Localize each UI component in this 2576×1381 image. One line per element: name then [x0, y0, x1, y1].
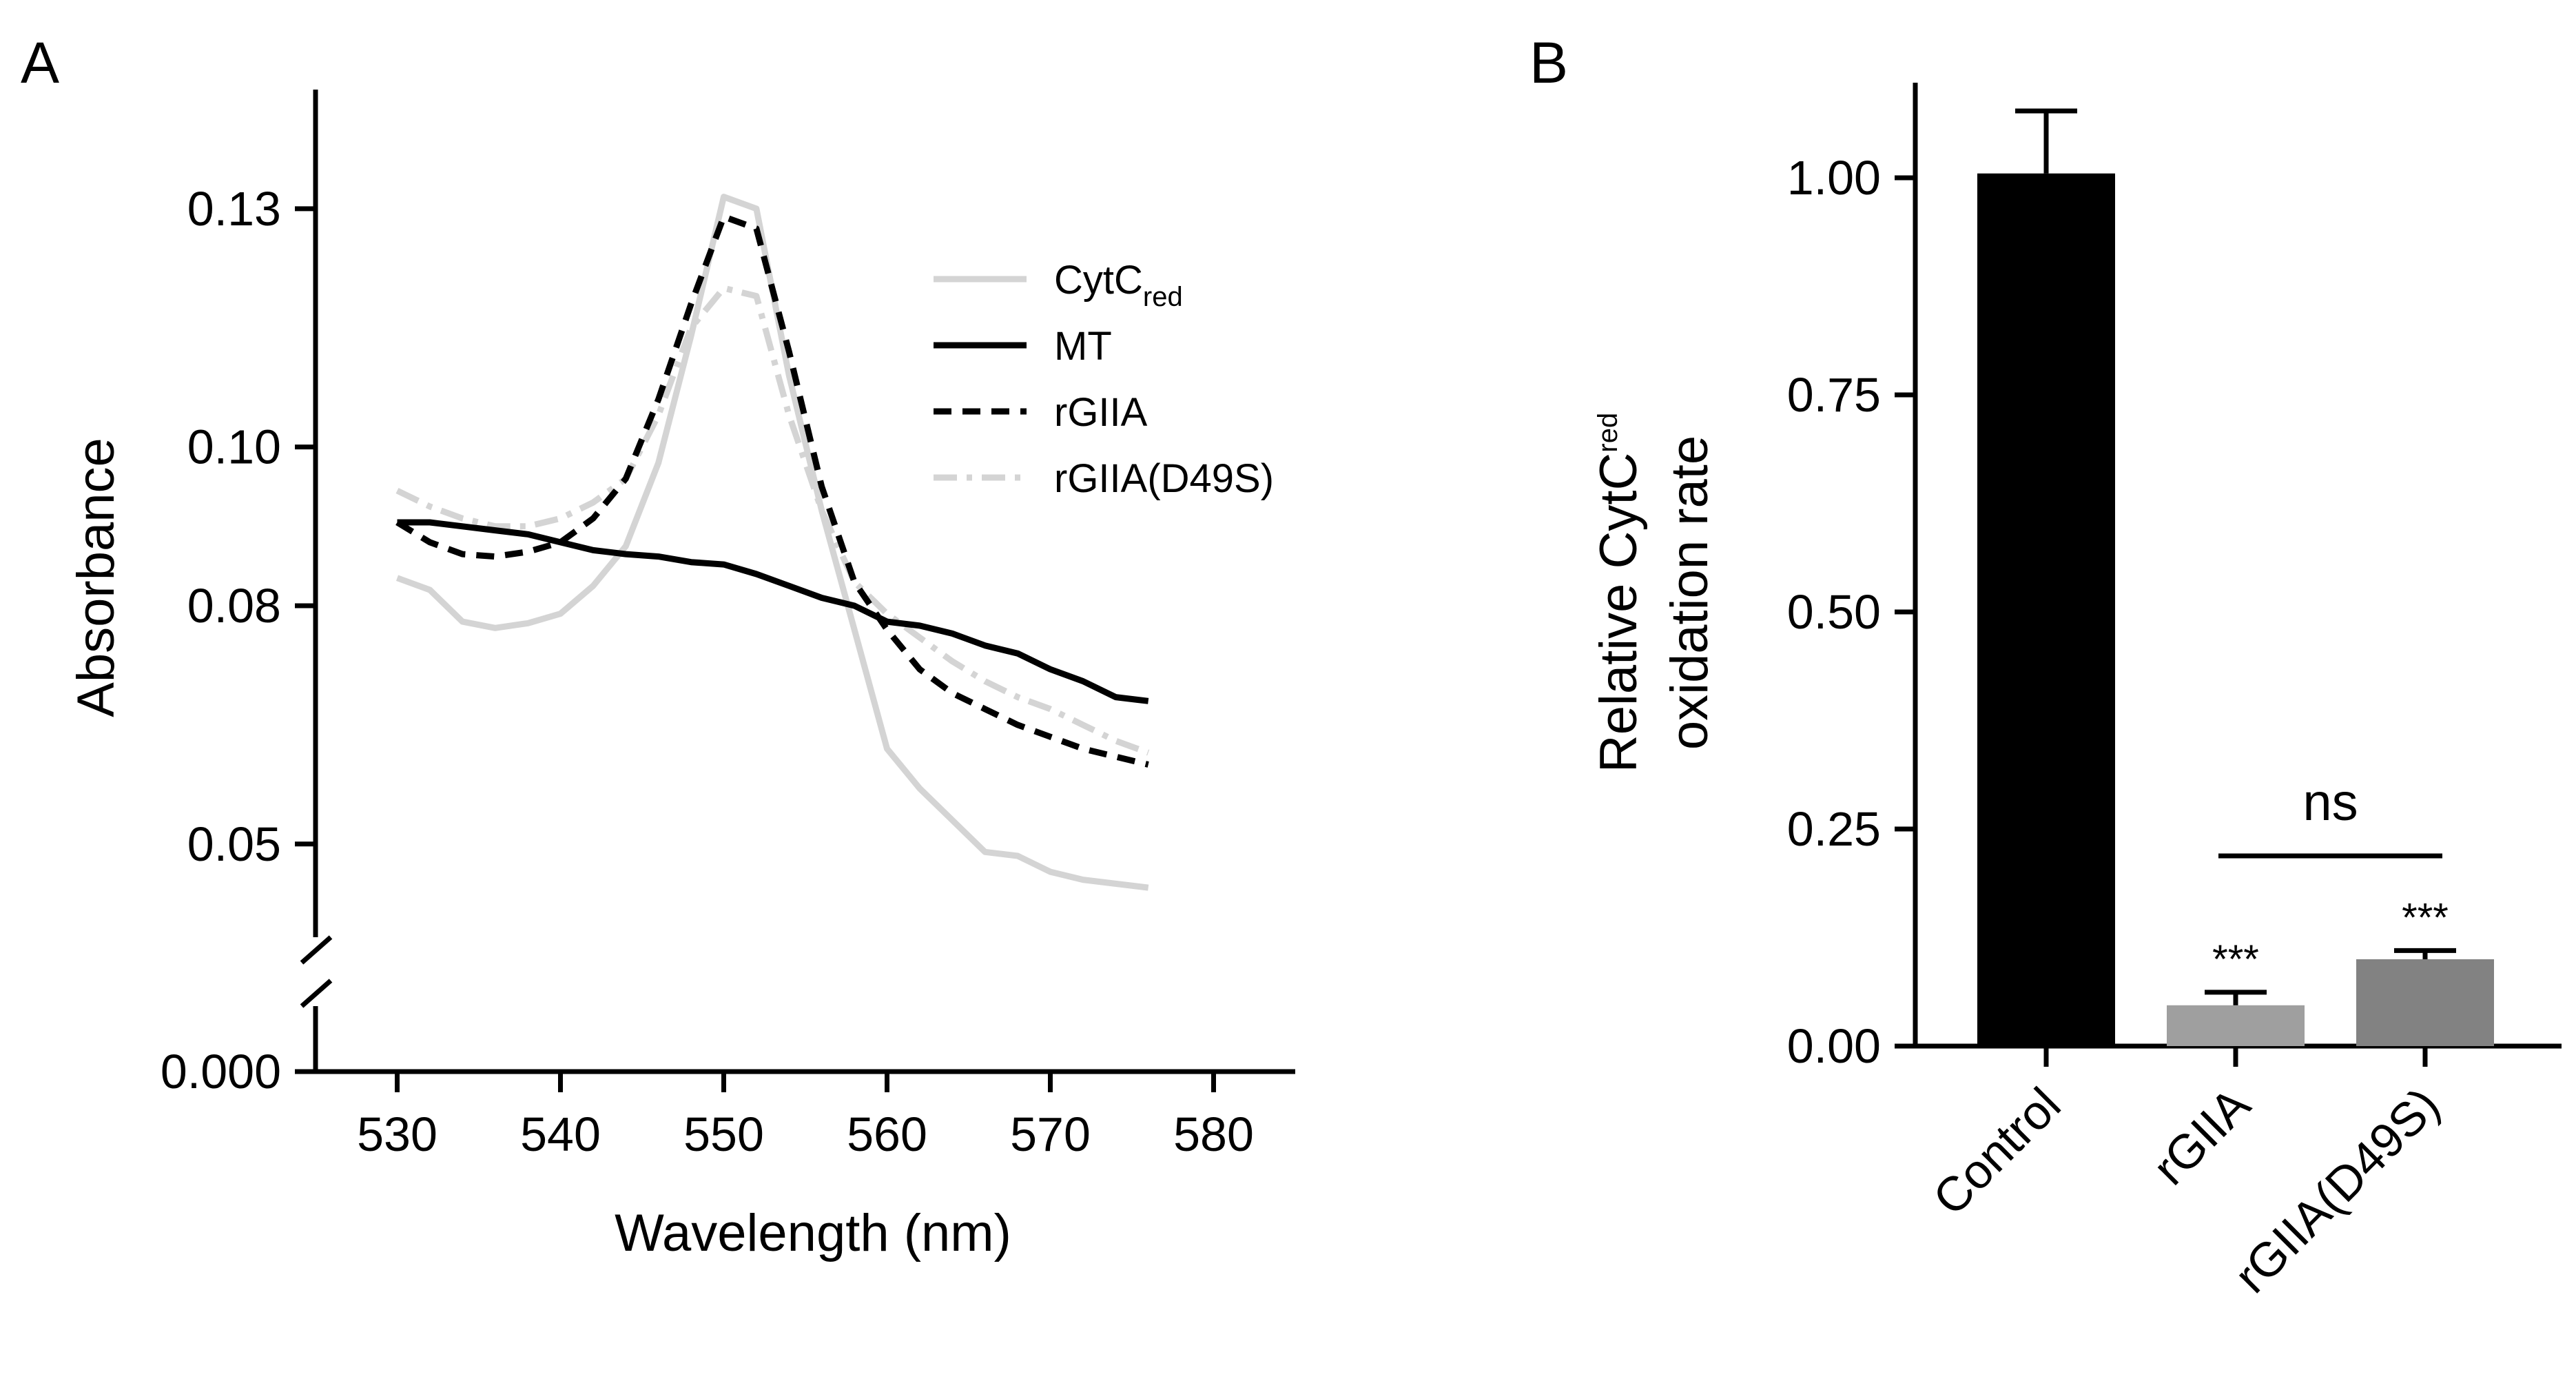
panel-a-y-axis-title: Absorbance [67, 438, 125, 717]
panel-a-x-axis-title: Wavelength (nm) [615, 1204, 1011, 1262]
legend-label-subscript: red [1143, 282, 1183, 312]
panel-b-y-tick-label: 0.75 [1787, 368, 1881, 422]
panel-b-bars [1977, 108, 2494, 1047]
series-line-rgiia [395, 213, 1149, 768]
panel-b-x-tick-label: rGIIA [2143, 1077, 2260, 1195]
bar-rgiia-d49s- [2356, 959, 2494, 1046]
panel-a-x-tick-label: 570 [1010, 1107, 1091, 1161]
panel-a-label: A [21, 30, 59, 95]
significance-stars: *** [2212, 937, 2259, 982]
comparison-label: ns [2302, 773, 2358, 832]
legend-label: rGIIA [1054, 390, 1148, 435]
legend-label: CytCred [1054, 258, 1183, 312]
panel-a-axis-break-mark [300, 979, 333, 1008]
panel-b-label: B [1529, 30, 1568, 95]
panel-a-ticks: 530 540 550 560 570 580 0.000 0.05 0.08 0.10 0.13 [161, 182, 1254, 1161]
series-line-rgiia-d49s- [395, 285, 1150, 756]
significance-stars: *** [2402, 895, 2449, 940]
panel-b-x-tick-label: Control [1923, 1077, 2071, 1225]
panel-a-x-tick-label: 550 [683, 1107, 764, 1161]
panel-a-x-tick-label: 560 [847, 1107, 927, 1161]
panel-b-y-tick-label: 1.00 [1787, 151, 1881, 205]
legend-label-text: rGIIA [1054, 390, 1148, 435]
legend-label-text: CytC [1054, 258, 1143, 303]
panel-b-y-tick-label: 0.25 [1787, 802, 1881, 856]
panel-b-y-axis-title-line2: oxidation rate [1660, 436, 1719, 750]
panel-b-y-tick-label: 0.00 [1787, 1019, 1881, 1073]
panel-a-y-tick-label: 0.10 [187, 420, 281, 474]
panel-a-x-tick-label: 540 [520, 1107, 601, 1161]
panel-a: A Absorbance Wavelength (nm) 530 540 550 56… [21, 30, 1295, 1262]
panel-b-ticks: 0.00 0.25 0.50 0.75 1.00 Control rGIIArGIIA(D4… [1787, 151, 2450, 1303]
panel-b-y-axis-title-subscript: red [1593, 413, 1623, 453]
panel-b-y-axis-title-main: Relative CytC [1589, 453, 1648, 773]
panel-a-axes [295, 90, 1295, 1074]
panel-a-x-tick-label: 580 [1173, 1107, 1254, 1161]
panel-b-y-axis-title-line1: Relative CytCred [1589, 413, 1648, 773]
panel-a-series [395, 194, 1150, 891]
bar-rgiia [2167, 1005, 2305, 1046]
panel-b: B Relative CytCred oxidation rate 0.000.… [1529, 30, 2562, 1303]
panel-a-y-tick-label: 0.000 [161, 1045, 281, 1098]
legend-label: MT [1054, 324, 1112, 369]
panel-b-y-tick-label: 0.50 [1787, 585, 1881, 639]
panel-b-x-tick-label: rGIIA(D49S) [2224, 1077, 2449, 1302]
panel-a-y-tick-label: 0.05 [187, 817, 281, 871]
legend-label-text: MT [1054, 324, 1112, 369]
panel-a-y-tick-label: 0.08 [187, 579, 281, 633]
panel-b-annotations: *** *** ns [2212, 773, 2449, 982]
legend-label: rGIIA(D49S) [1054, 456, 1274, 501]
panel-a-legend: CytCred MT rGIIA rGIIA(D49S) [934, 258, 1274, 501]
bar-control [1977, 173, 2115, 1047]
panel-a-x-tick-label: 530 [357, 1107, 437, 1161]
panel-a-axis-break-mark [300, 935, 333, 965]
series-line-mt [397, 519, 1149, 704]
legend-label-text: rGIIA(D49S) [1054, 456, 1274, 501]
panel-a-y-tick-label: 0.13 [187, 182, 281, 236]
